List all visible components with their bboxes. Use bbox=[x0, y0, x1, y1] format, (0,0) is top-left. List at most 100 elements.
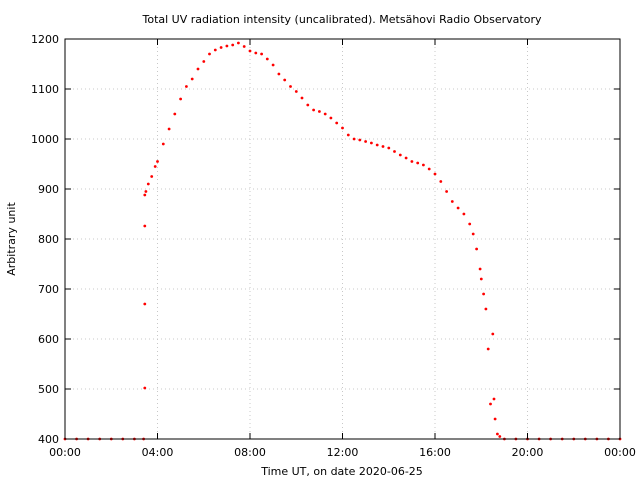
data-point bbox=[143, 386, 147, 390]
data-point bbox=[433, 172, 437, 176]
data-point bbox=[208, 52, 211, 56]
data-point bbox=[190, 77, 194, 81]
data-point bbox=[352, 137, 356, 141]
data-point bbox=[312, 108, 315, 112]
data-point bbox=[202, 60, 206, 63]
data-point bbox=[358, 138, 362, 142]
data-point bbox=[150, 175, 154, 178]
data-point bbox=[306, 103, 310, 107]
y-tick-label: 1200 bbox=[31, 33, 59, 46]
data-point bbox=[398, 153, 402, 157]
data-point bbox=[416, 161, 420, 165]
y-axis-label: Arbitrary unit bbox=[5, 202, 18, 276]
y-tick-label: 600 bbox=[38, 333, 59, 346]
data-point bbox=[248, 49, 252, 53]
data-point bbox=[265, 57, 269, 61]
y-tick-label: 1100 bbox=[31, 83, 59, 96]
data-point bbox=[260, 52, 263, 56]
data-point bbox=[387, 146, 391, 150]
data-point bbox=[450, 200, 454, 203]
data-point bbox=[289, 85, 292, 88]
x-axis-label: Time UT, on date 2020-06-25 bbox=[260, 465, 423, 478]
data-point bbox=[439, 180, 443, 183]
data-point bbox=[185, 85, 188, 88]
data-point bbox=[486, 347, 490, 351]
data-point bbox=[492, 397, 496, 401]
grid bbox=[65, 39, 620, 439]
data-point bbox=[143, 302, 147, 306]
chart-title: Total UV radiation intensity (uncalibrat… bbox=[142, 13, 542, 26]
x-tick-label: 08:00 bbox=[234, 446, 266, 459]
data-point bbox=[335, 121, 339, 125]
y-tick-label: 500 bbox=[38, 383, 59, 396]
data-point bbox=[237, 41, 240, 45]
data-point bbox=[167, 127, 171, 131]
data-point bbox=[489, 402, 492, 406]
data-point bbox=[482, 292, 485, 296]
data-point bbox=[213, 48, 217, 52]
data-point bbox=[294, 90, 298, 93]
data-point bbox=[341, 126, 344, 130]
data-point bbox=[422, 163, 425, 167]
data-point bbox=[493, 417, 497, 421]
data-point bbox=[370, 141, 373, 145]
data-point bbox=[231, 43, 235, 47]
data-point bbox=[498, 435, 502, 438]
data-point bbox=[161, 142, 165, 146]
data-point bbox=[242, 45, 246, 48]
x-tick-label: 00:00 bbox=[604, 446, 636, 459]
data-point bbox=[381, 145, 385, 148]
x-tick-label: 20:00 bbox=[512, 446, 544, 459]
data-point bbox=[277, 72, 281, 76]
data-point bbox=[318, 110, 321, 113]
x-tick-labels: 00:00 04:00 08:00 12:00 16:00 20:00 00:00 bbox=[49, 446, 636, 459]
data-point bbox=[393, 150, 396, 153]
data-point bbox=[478, 267, 482, 271]
data-point bbox=[271, 63, 275, 67]
data-point bbox=[404, 156, 408, 160]
x-tick-label: 04:00 bbox=[142, 446, 174, 459]
data-points bbox=[63, 41, 622, 441]
data-point bbox=[496, 432, 499, 436]
data-point bbox=[456, 206, 460, 210]
y-tick-label: 900 bbox=[38, 183, 59, 196]
data-point bbox=[144, 190, 148, 193]
data-point bbox=[300, 96, 304, 100]
data-point bbox=[375, 143, 379, 147]
y-tick-label: 1000 bbox=[31, 133, 59, 146]
data-point bbox=[225, 44, 229, 48]
data-point bbox=[219, 46, 223, 49]
x-tick-label: 16:00 bbox=[419, 446, 451, 459]
data-point bbox=[156, 160, 159, 163]
y-tick-label: 400 bbox=[38, 433, 59, 446]
data-point bbox=[462, 212, 466, 216]
data-point bbox=[143, 224, 147, 228]
data-point bbox=[346, 133, 350, 137]
data-point bbox=[173, 112, 177, 116]
data-point bbox=[445, 190, 448, 193]
data-point bbox=[471, 232, 475, 236]
data-point bbox=[479, 277, 483, 281]
data-point bbox=[491, 332, 495, 336]
data-point bbox=[427, 167, 431, 171]
data-point bbox=[329, 116, 333, 120]
data-point bbox=[179, 97, 183, 101]
data-point bbox=[484, 307, 488, 311]
data-point bbox=[283, 78, 287, 82]
axis-ticks bbox=[64, 38, 621, 440]
x-tick-label: 12:00 bbox=[327, 446, 359, 459]
data-point bbox=[475, 247, 478, 251]
data-point bbox=[146, 182, 150, 186]
data-point bbox=[143, 193, 147, 197]
y-tick-label: 700 bbox=[38, 283, 59, 296]
x-tick-label: 00:00 bbox=[49, 446, 81, 459]
data-point bbox=[153, 165, 157, 168]
y-tick-labels: 400 500 600 700 800 900 1000 1100 1200 bbox=[31, 33, 59, 446]
data-point bbox=[323, 112, 327, 116]
data-point bbox=[196, 67, 200, 71]
data-point bbox=[468, 222, 472, 226]
data-point bbox=[410, 160, 414, 163]
y-tick-label: 800 bbox=[38, 233, 59, 246]
data-point bbox=[254, 51, 258, 55]
